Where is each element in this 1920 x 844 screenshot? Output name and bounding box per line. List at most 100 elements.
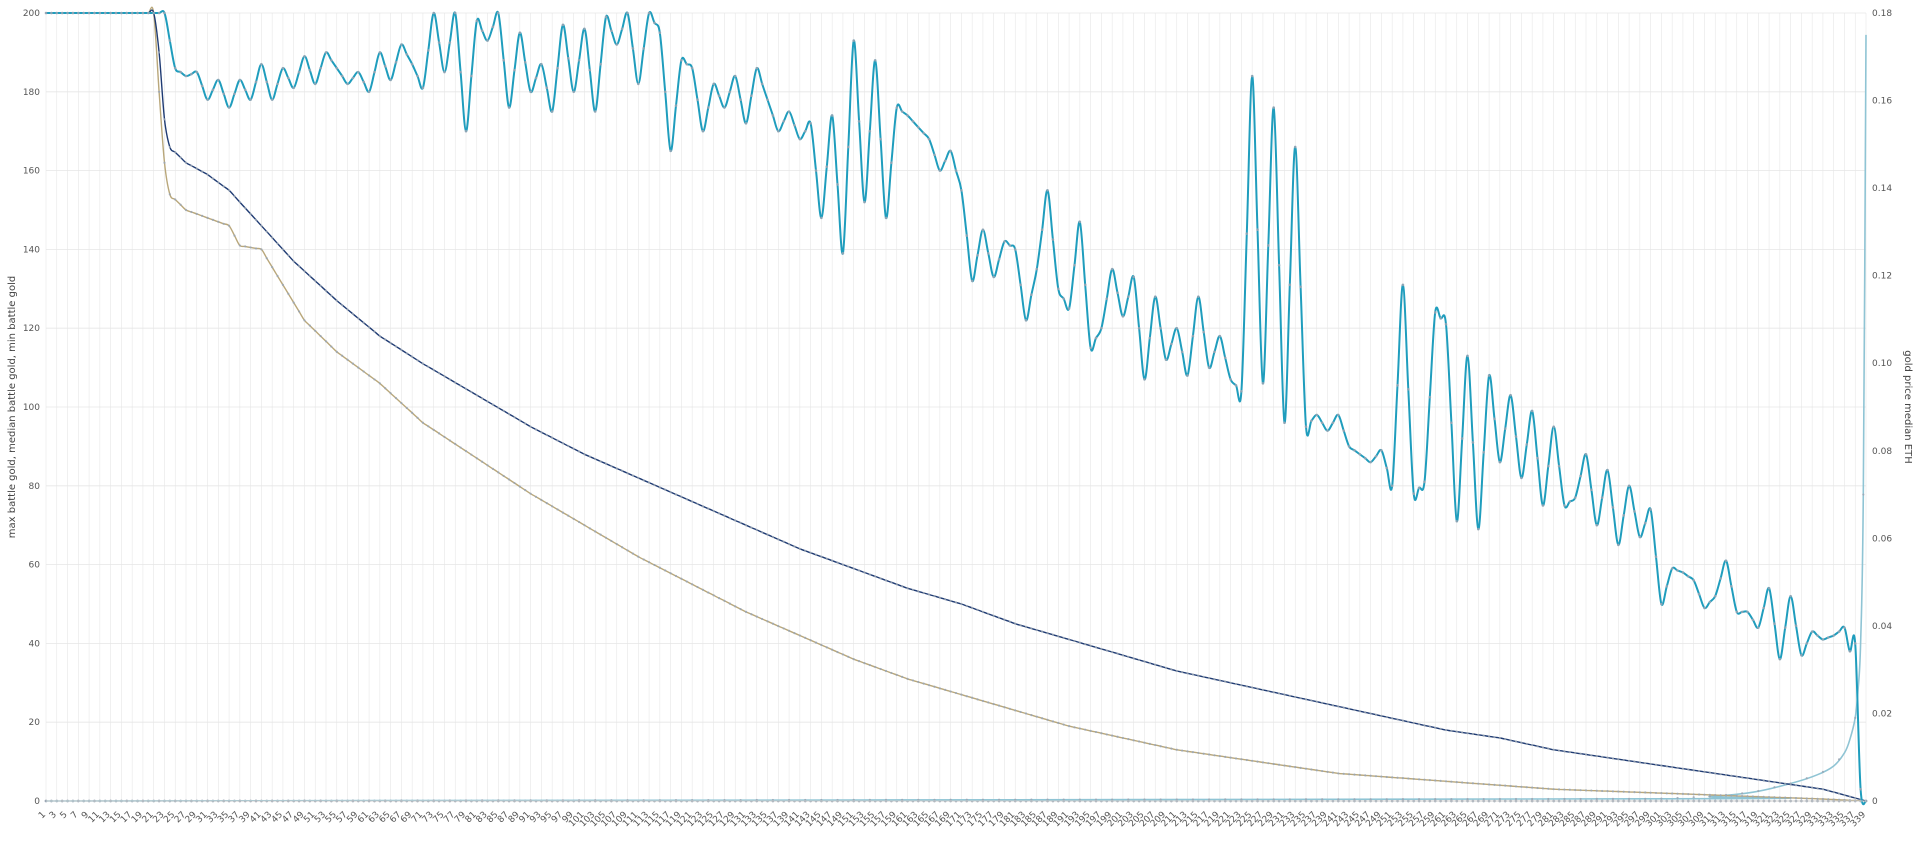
series-point-max	[1525, 443, 1529, 446]
series-point-median	[470, 390, 473, 394]
series-point-median	[1654, 763, 1658, 766]
series-point-min	[836, 650, 839, 654]
series-point-min	[421, 421, 425, 424]
series-point-median	[534, 428, 538, 431]
series-point-max	[857, 120, 861, 123]
series-point-min	[1638, 791, 1641, 794]
series-point-median	[1337, 705, 1340, 708]
series-point-min	[1062, 723, 1065, 726]
series-point-max	[448, 41, 452, 44]
series-point-max	[1170, 342, 1173, 346]
series-point-max	[1719, 577, 1722, 580]
series-point-median	[868, 573, 871, 576]
series-point-max	[378, 51, 382, 54]
y2-tick-label: 0.10	[1872, 359, 1892, 369]
series-point-min	[400, 401, 403, 405]
series-point-min	[1762, 795, 1765, 798]
series-point-price	[1595, 797, 1598, 800]
series-point-min	[588, 527, 591, 530]
series-point-min	[997, 704, 1001, 707]
series-point-min	[976, 698, 979, 701]
series-point-max	[200, 84, 204, 88]
series-point-price	[852, 798, 855, 802]
series-point-median	[464, 387, 468, 390]
series-point-median	[1633, 760, 1636, 763]
series-point-min	[1514, 785, 1518, 788]
series-point-min	[1111, 734, 1114, 737]
series-point-median	[233, 195, 236, 198]
series-point-max	[1164, 358, 1168, 362]
series-point-min	[1504, 784, 1507, 787]
series-point-median	[901, 585, 904, 588]
series-point-median	[1811, 786, 1814, 789]
series-point-min	[1391, 776, 1394, 779]
series-point-median	[717, 512, 721, 515]
series-point-median	[475, 394, 478, 397]
series-point-min	[1525, 786, 1528, 789]
series-point-median	[1380, 714, 1383, 717]
series-point-median	[1046, 632, 1049, 635]
series-point-price	[1127, 798, 1130, 801]
series-point-median	[1611, 757, 1615, 760]
series-point-median	[497, 406, 500, 409]
series-line-min	[45, 6, 1867, 802]
series-point-median	[1660, 764, 1663, 767]
series-point-max	[782, 120, 785, 123]
series-point-median	[1762, 779, 1765, 782]
series-point-median	[1784, 782, 1787, 785]
series-point-min	[1536, 786, 1539, 790]
series-point-price	[1434, 798, 1437, 801]
series-point-median	[1843, 793, 1846, 797]
series-point-median	[1417, 723, 1421, 726]
series-point-median	[1730, 774, 1733, 777]
series-point-max	[1821, 638, 1825, 641]
series-point-median	[669, 491, 672, 494]
series-point-median	[1412, 721, 1415, 725]
series-point-median	[971, 606, 974, 610]
series-point-min	[281, 283, 285, 286]
series-point-min	[244, 245, 247, 248]
series-point-max	[1401, 283, 1405, 287]
series-point-median	[1267, 689, 1270, 693]
series-point-max	[1665, 584, 1669, 588]
series-point-median	[394, 345, 398, 348]
series-point-max	[1407, 387, 1410, 391]
series-point-max	[1590, 488, 1593, 492]
series-point-max	[459, 70, 462, 74]
series-point-median	[384, 338, 387, 341]
series-point-min	[1681, 792, 1685, 796]
series-point-min	[1234, 757, 1238, 760]
series-point-max	[1180, 350, 1184, 354]
series-point-price	[1531, 797, 1534, 801]
series-point-median	[206, 173, 209, 176]
series-point-median	[1509, 739, 1512, 742]
series-point-min	[1094, 730, 1098, 734]
y-tick-label: 120	[23, 324, 40, 334]
series-point-max	[1315, 413, 1319, 417]
series-point-min	[820, 643, 823, 647]
series-point-min	[416, 416, 419, 419]
series-point-price	[1046, 798, 1049, 801]
series-point-price	[1369, 798, 1372, 801]
y-tick-label: 100	[23, 403, 40, 413]
series-point-median	[680, 495, 683, 498]
series-point-median	[411, 355, 414, 358]
series-point-min	[621, 546, 624, 549]
series-point-min	[1692, 793, 1695, 796]
series-point-min	[739, 608, 742, 611]
series-point-min	[1008, 707, 1011, 710]
series-point-median	[1525, 742, 1528, 745]
series-point-price	[1563, 797, 1566, 801]
series-point-max	[346, 82, 349, 86]
series-point-median	[1272, 691, 1275, 694]
series-point-max	[432, 11, 435, 15]
series-point-max	[147, 11, 150, 15]
series-point-max	[1261, 382, 1265, 385]
series-point-max	[303, 55, 306, 58]
series-point-max	[1848, 649, 1852, 653]
series-point-min	[1407, 777, 1410, 780]
series-point-min	[518, 485, 521, 488]
series-point-median	[1455, 730, 1458, 733]
series-point-median	[631, 474, 635, 477]
series-point-max	[421, 86, 425, 90]
